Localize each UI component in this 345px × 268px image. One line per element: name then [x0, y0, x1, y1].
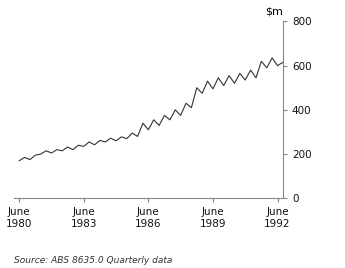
Text: Source: ABS 8635.0 Quarterly data: Source: ABS 8635.0 Quarterly data [14, 256, 172, 265]
Text: $m: $m [265, 6, 283, 16]
